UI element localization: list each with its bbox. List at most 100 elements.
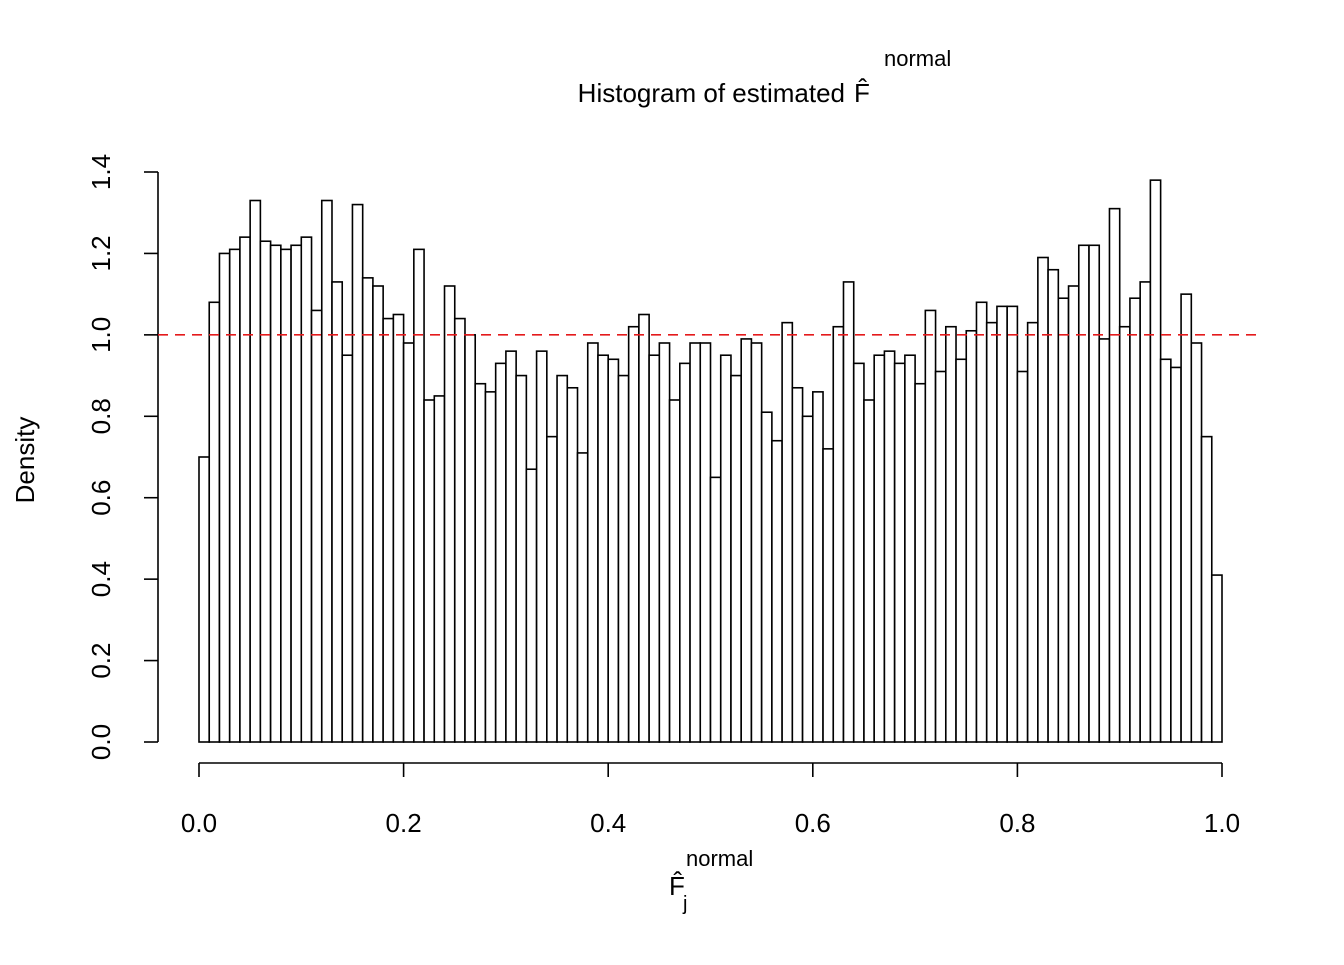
bar xyxy=(423,399,436,743)
bar xyxy=(617,374,630,743)
bar xyxy=(1108,207,1121,743)
bar xyxy=(505,350,517,743)
bar xyxy=(525,468,538,743)
bar xyxy=(801,415,814,743)
bar xyxy=(1139,281,1152,743)
bar xyxy=(464,334,477,743)
bar xyxy=(781,321,794,743)
bar xyxy=(1190,342,1203,743)
bar xyxy=(965,329,978,743)
bar xyxy=(372,285,384,743)
bar xyxy=(453,317,466,743)
bar xyxy=(208,301,221,743)
bar xyxy=(852,362,865,743)
bar xyxy=(402,342,415,743)
bar xyxy=(740,338,753,743)
bar xyxy=(668,399,681,743)
y-axis-label: Density xyxy=(10,417,40,504)
bar xyxy=(689,342,702,743)
bar xyxy=(607,358,620,743)
bar xyxy=(218,252,231,743)
bar xyxy=(546,435,558,743)
bar xyxy=(822,448,835,743)
x-tick-label: 1.0 xyxy=(1204,808,1240,838)
bar xyxy=(310,309,323,743)
bar xyxy=(597,354,609,743)
bar xyxy=(1088,244,1101,743)
bar xyxy=(638,313,650,743)
x-axis-label: F̂ xyxy=(669,871,685,901)
bar xyxy=(811,391,824,743)
bar xyxy=(883,350,896,743)
x-axis-label-subscript: j xyxy=(682,893,687,915)
chart-title-superscript: normal xyxy=(884,46,951,71)
bar xyxy=(934,370,947,743)
chart-title-symbol: F̂ xyxy=(854,78,870,108)
bar xyxy=(1118,325,1131,743)
bar xyxy=(566,386,579,743)
bar xyxy=(413,248,425,743)
bar xyxy=(576,452,589,743)
bar xyxy=(259,240,272,743)
bar xyxy=(750,342,763,743)
bar xyxy=(873,354,886,743)
bar xyxy=(198,456,211,743)
bar xyxy=(975,301,988,743)
bar xyxy=(351,203,364,743)
bar xyxy=(1149,179,1162,743)
bar xyxy=(290,244,303,743)
bar xyxy=(648,354,661,743)
bar xyxy=(1077,244,1090,743)
bar xyxy=(842,281,855,743)
x-tick-label: 0.4 xyxy=(590,808,626,838)
bar xyxy=(627,325,640,743)
bar xyxy=(944,325,957,743)
bar xyxy=(1200,435,1213,743)
bar xyxy=(280,248,292,743)
x-tick-label: 0.0 xyxy=(181,808,217,838)
bar xyxy=(484,391,497,743)
y-tick-label: 1.4 xyxy=(86,154,116,190)
bar xyxy=(719,354,732,743)
bar xyxy=(996,305,1008,743)
y-tick-label: 1.2 xyxy=(86,235,116,271)
bar xyxy=(556,374,569,743)
bar xyxy=(474,382,487,743)
bar xyxy=(515,374,528,743)
bar xyxy=(1067,285,1080,743)
bar xyxy=(1016,370,1029,743)
y-tick-label: 0.4 xyxy=(86,561,116,597)
bar xyxy=(658,342,671,743)
x-tick-label: 0.2 xyxy=(386,808,422,838)
bar xyxy=(1129,297,1141,743)
bar xyxy=(955,358,968,743)
bar xyxy=(443,285,456,743)
bar xyxy=(1170,366,1182,743)
bar xyxy=(300,236,313,743)
bar xyxy=(914,382,927,743)
bar xyxy=(863,399,875,743)
y-tick-label: 0.6 xyxy=(86,480,116,516)
bar xyxy=(1057,297,1070,743)
bar xyxy=(1047,268,1060,743)
bar xyxy=(433,395,446,743)
bar xyxy=(985,321,998,743)
bar xyxy=(730,374,742,743)
y-tick-label: 0.2 xyxy=(86,642,116,678)
bar xyxy=(249,199,262,743)
chart-title: Histogram of estimated xyxy=(578,78,845,108)
bar xyxy=(382,317,395,743)
bar xyxy=(904,354,916,743)
bar xyxy=(535,350,548,743)
bar xyxy=(760,411,773,743)
bar xyxy=(709,476,722,743)
bar xyxy=(1037,256,1049,743)
bar xyxy=(341,354,354,743)
bar xyxy=(1098,338,1111,743)
bar xyxy=(893,362,906,743)
bar xyxy=(1210,574,1223,743)
bar xyxy=(1159,358,1172,743)
bar xyxy=(832,325,845,743)
bar xyxy=(1180,293,1193,743)
